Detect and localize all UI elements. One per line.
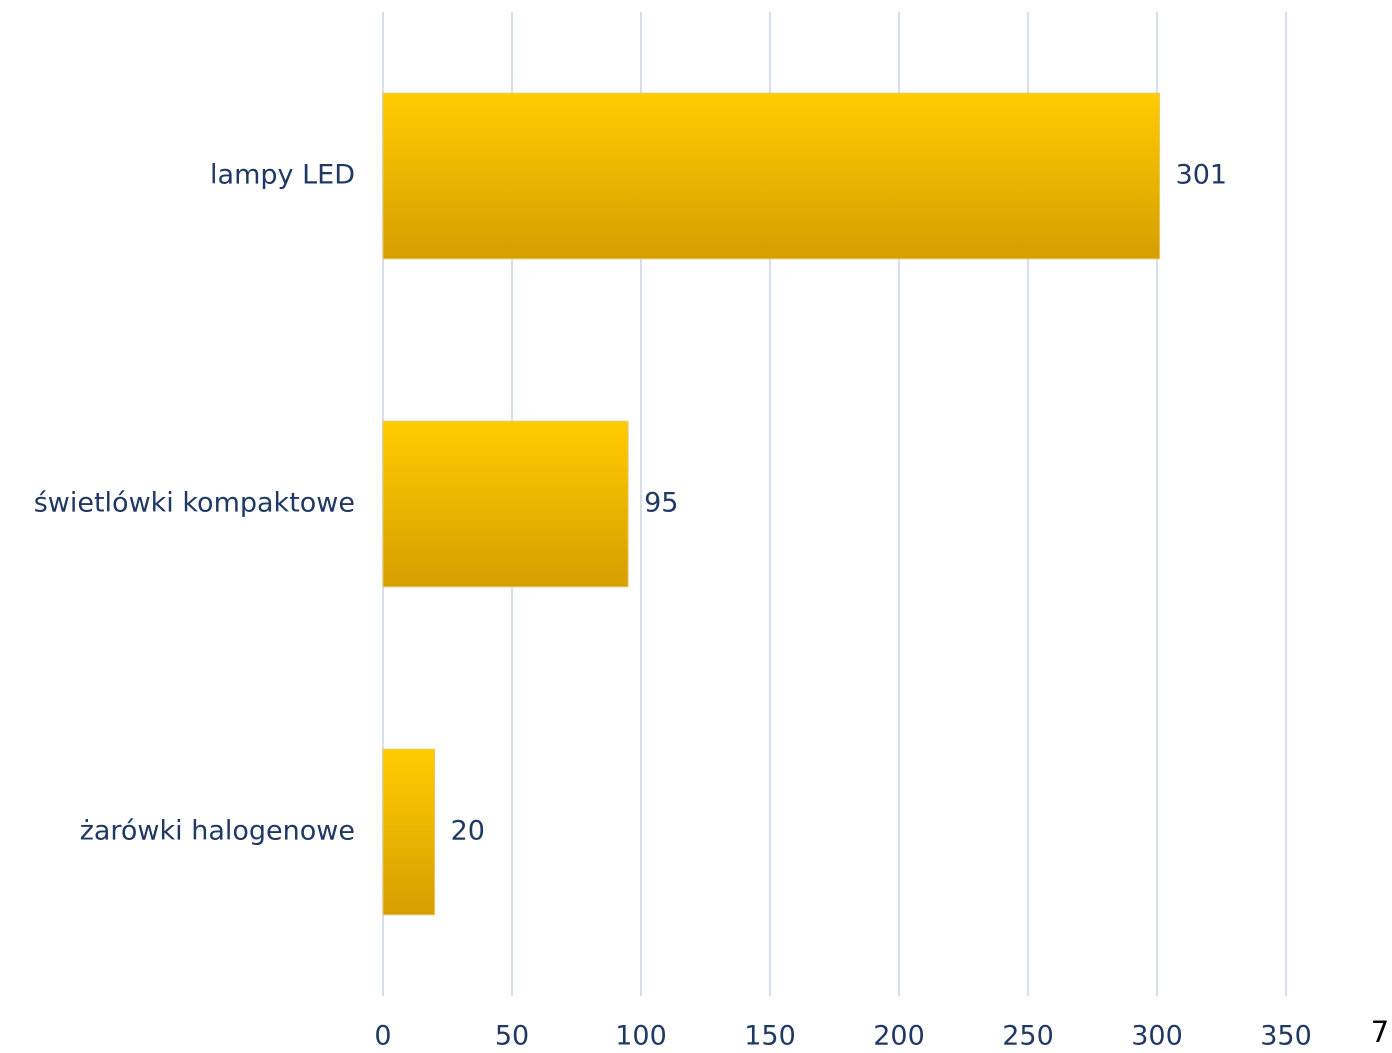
bar <box>382 748 436 916</box>
x-tick-label: 150 <box>744 1021 796 1052</box>
page-number: 7 <box>1371 1015 1389 1049</box>
x-tick-label: 200 <box>873 1021 925 1052</box>
x-tick-label: 250 <box>1002 1021 1054 1052</box>
x-tick-label: 0 <box>374 1021 391 1052</box>
x-tick-label: 50 <box>495 1021 529 1052</box>
x-tick-label: 300 <box>1131 1021 1183 1052</box>
y-tick-label: świetlówki kompaktowe <box>34 488 355 519</box>
bar <box>382 92 1161 260</box>
x-tick-label: 350 <box>1260 1021 1312 1052</box>
y-tick-label: żarówki halogenowe <box>80 816 355 847</box>
value-label: 95 <box>644 488 678 519</box>
bar <box>382 420 629 588</box>
y-tick-label: lampy LED <box>210 160 355 191</box>
value-label: 20 <box>451 816 485 847</box>
x-tick-label: 100 <box>615 1021 667 1052</box>
value-label: 301 <box>1176 160 1228 191</box>
